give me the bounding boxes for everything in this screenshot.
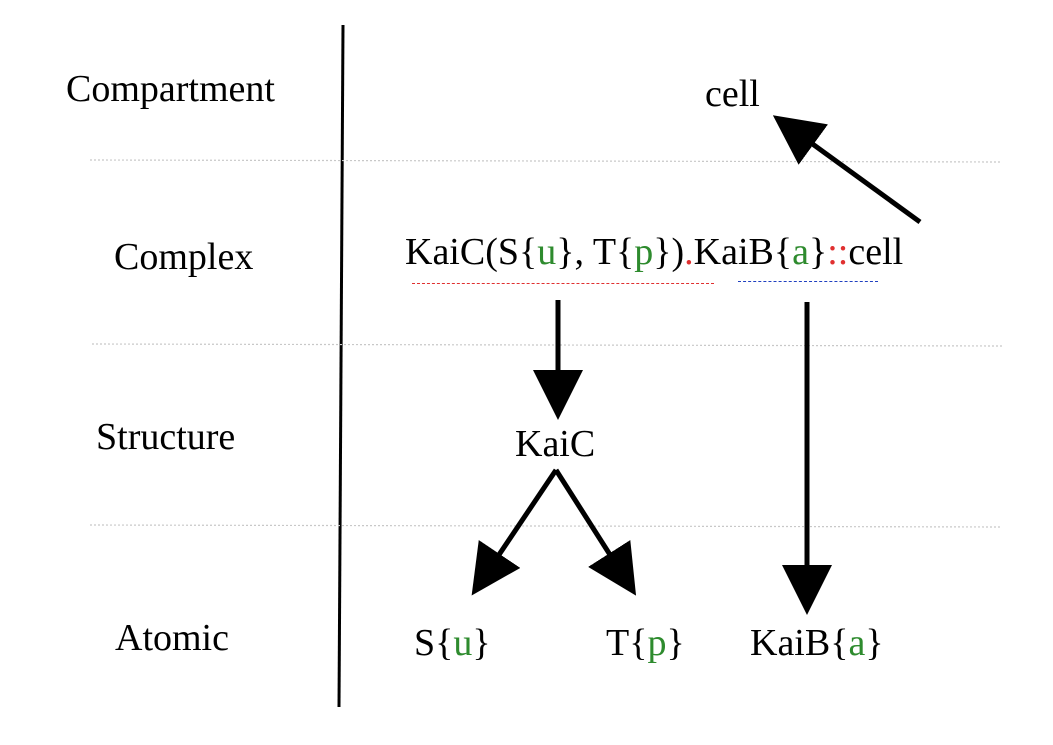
atomic-s-prefix: S{ [414, 622, 454, 664]
kaic-underline [412, 283, 714, 284]
level-separator [89, 524, 1001, 528]
complex-bond-dot: . [684, 231, 694, 273]
atomic-node-s: S{u} [414, 624, 491, 662]
complex-s-state: u [537, 231, 557, 273]
level-separator [89, 159, 1001, 163]
vertical-divider [337, 24, 345, 708]
atomic-t-state: p [647, 622, 667, 664]
complex-compartment-sep: :: [827, 231, 849, 273]
arrow-to-cell [772, 115, 922, 225]
complex-kaib-open: KaiB{ [693, 231, 793, 273]
level-label-structure: Structure [96, 416, 236, 458]
level-label-compartment: Compartment [66, 68, 275, 110]
arrow-kaic-to-t [553, 468, 637, 596]
complex-kaib-state: a [792, 231, 809, 273]
atomic-node-kaib: KaiB{a} [750, 624, 884, 662]
level-label-atomic: Atomic [115, 617, 229, 659]
complex-compartment: cell [848, 231, 904, 273]
atomic-s-suffix: } [472, 622, 491, 664]
atomic-s-state: u [453, 622, 473, 664]
kaib-underline [738, 281, 878, 282]
complex-t-open: , T{ [574, 231, 635, 273]
compartment-node-cell: cell [705, 73, 760, 115]
atomic-kaib-suffix: } [865, 622, 884, 664]
complex-expression: KaiC(S{u}, T{p}).KaiB{a}::cell [405, 233, 903, 271]
complex-t-state: p [634, 231, 654, 273]
atomic-node-t: T{p} [606, 624, 685, 662]
complex-s-open: S{ [497, 231, 538, 273]
complex-s-close: } [556, 231, 575, 273]
complex-kaic-close: }) [653, 231, 685, 273]
atomic-kaib-state: a [848, 622, 866, 664]
atomic-t-prefix: T{ [606, 622, 648, 664]
arrow-kaic-to-s [471, 468, 559, 596]
atomic-kaib-prefix: KaiB{ [750, 622, 849, 664]
complex-kaib-close: } [809, 231, 828, 273]
level-label-complex: Complex [114, 236, 254, 278]
level-separator [91, 343, 1003, 347]
structure-node-kaic: KaiC [515, 423, 596, 465]
complex-kaic-open: KaiC( [405, 231, 498, 273]
atomic-t-suffix: } [666, 622, 685, 664]
